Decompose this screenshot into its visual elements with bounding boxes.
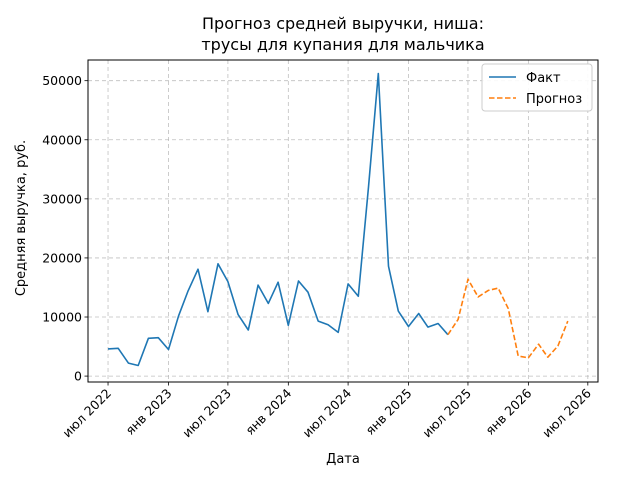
y-tick-label-0: 0 [74, 369, 82, 384]
plot-area-frame [87, 59, 599, 383]
legend-box [481, 63, 593, 112]
y-axis-label: Средняя выручка, руб. [14, 140, 29, 296]
legend-label-forecast: Прогноз [526, 92, 582, 107]
chart-title-line2: трусы для купания для мальчика [201, 35, 484, 54]
series-lines [107, 72, 569, 367]
y-tick-label-3: 30000 [42, 191, 82, 206]
legend: Факт Прогноз [481, 63, 593, 112]
x-axis-label: Дата [326, 452, 360, 467]
chart-title-line1: Прогноз средней выручки, ниша: [202, 14, 484, 33]
y-tick-label-5: 50000 [42, 73, 82, 88]
legend-label-fact: Факт [526, 71, 561, 86]
series-line-0 [107, 72, 449, 367]
series-line-1 [447, 278, 569, 359]
y-tick-label-4: 40000 [42, 132, 82, 147]
grid [88, 60, 598, 382]
y-tick-label-2: 20000 [42, 250, 82, 265]
y-tick-label-1: 10000 [42, 310, 82, 325]
